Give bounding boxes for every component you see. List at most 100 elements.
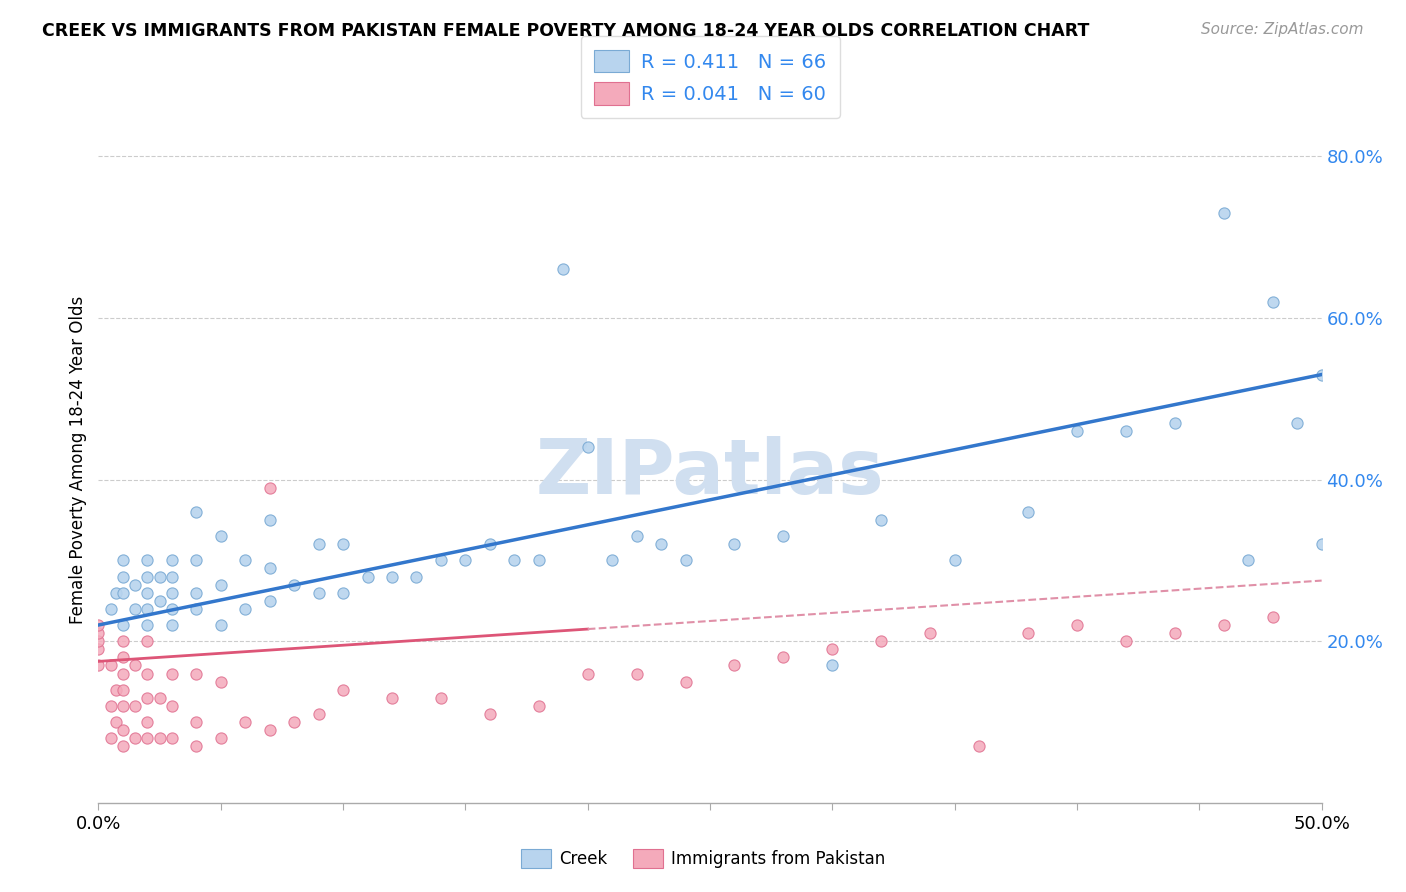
Point xyxy=(381,690,404,705)
Point xyxy=(1066,618,1088,632)
Point xyxy=(283,714,305,729)
Point xyxy=(136,585,159,599)
Point xyxy=(104,714,127,729)
Point xyxy=(821,642,844,657)
Point xyxy=(259,481,281,495)
Point xyxy=(124,698,146,713)
Point xyxy=(124,602,146,616)
Point xyxy=(233,714,256,729)
Point xyxy=(1017,626,1039,640)
Point xyxy=(1237,553,1260,567)
Point xyxy=(821,658,844,673)
Point xyxy=(772,650,794,665)
Point xyxy=(186,666,208,681)
Point xyxy=(967,739,990,754)
Point xyxy=(160,698,183,713)
Point xyxy=(527,553,550,567)
Point xyxy=(136,714,159,729)
Point xyxy=(527,698,550,713)
Point xyxy=(104,682,127,697)
Point xyxy=(186,553,208,567)
Point xyxy=(87,618,110,632)
Point xyxy=(332,537,354,551)
Point xyxy=(149,569,172,583)
Point xyxy=(1115,634,1137,648)
Point xyxy=(626,529,648,543)
Point xyxy=(104,585,127,599)
Point xyxy=(332,682,354,697)
Point xyxy=(454,553,477,567)
Legend: R = 0.411   N = 66, R = 0.041   N = 60: R = 0.411 N = 66, R = 0.041 N = 60 xyxy=(581,37,839,119)
Point xyxy=(136,602,159,616)
Point xyxy=(111,682,134,697)
Point xyxy=(1286,416,1309,430)
Point xyxy=(136,690,159,705)
Point xyxy=(111,666,134,681)
Point xyxy=(308,537,330,551)
Point xyxy=(124,731,146,746)
Text: Source: ZipAtlas.com: Source: ZipAtlas.com xyxy=(1201,22,1364,37)
Point xyxy=(136,731,159,746)
Point xyxy=(209,529,232,543)
Point xyxy=(100,731,122,746)
Point xyxy=(149,690,172,705)
Point xyxy=(943,553,966,567)
Point xyxy=(111,553,134,567)
Point xyxy=(100,658,122,673)
Point xyxy=(111,634,134,648)
Point xyxy=(478,706,501,721)
Point xyxy=(870,634,893,648)
Point xyxy=(111,739,134,754)
Point xyxy=(1164,416,1187,430)
Point xyxy=(259,723,281,737)
Point xyxy=(259,513,281,527)
Point xyxy=(1261,294,1284,309)
Point xyxy=(233,602,256,616)
Point xyxy=(626,666,648,681)
Legend: Creek, Immigrants from Pakistan: Creek, Immigrants from Pakistan xyxy=(515,843,891,875)
Point xyxy=(723,537,745,551)
Point xyxy=(478,537,501,551)
Point xyxy=(332,585,354,599)
Point xyxy=(1310,368,1333,382)
Point xyxy=(87,642,110,657)
Point xyxy=(87,658,110,673)
Point xyxy=(100,698,122,713)
Point xyxy=(160,602,183,616)
Point xyxy=(160,553,183,567)
Point xyxy=(553,262,575,277)
Point xyxy=(576,666,599,681)
Point xyxy=(1261,610,1284,624)
Point xyxy=(160,585,183,599)
Point xyxy=(186,585,208,599)
Point xyxy=(920,626,942,640)
Point xyxy=(136,618,159,632)
Point xyxy=(209,674,232,689)
Point xyxy=(1212,206,1234,220)
Y-axis label: Female Poverty Among 18-24 Year Olds: Female Poverty Among 18-24 Year Olds xyxy=(69,295,87,624)
Point xyxy=(1066,424,1088,438)
Point xyxy=(87,626,110,640)
Point xyxy=(160,731,183,746)
Point xyxy=(308,706,330,721)
Point xyxy=(111,723,134,737)
Point xyxy=(149,731,172,746)
Point xyxy=(186,714,208,729)
Point xyxy=(160,618,183,632)
Point xyxy=(136,569,159,583)
Point xyxy=(209,731,232,746)
Point xyxy=(209,618,232,632)
Point xyxy=(124,577,146,591)
Text: ZIPatlas: ZIPatlas xyxy=(536,436,884,510)
Point xyxy=(160,666,183,681)
Point xyxy=(308,585,330,599)
Point xyxy=(136,666,159,681)
Point xyxy=(100,602,122,616)
Point xyxy=(1310,537,1333,551)
Point xyxy=(870,513,893,527)
Point xyxy=(136,553,159,567)
Point xyxy=(111,569,134,583)
Point xyxy=(503,553,526,567)
Point xyxy=(124,658,146,673)
Point xyxy=(186,602,208,616)
